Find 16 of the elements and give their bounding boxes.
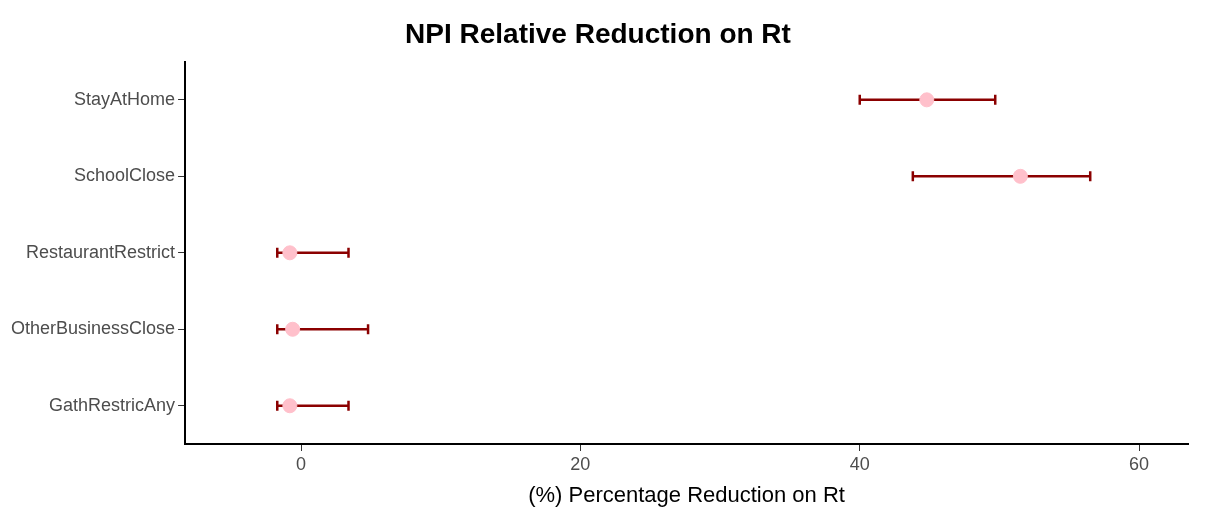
chart-title: NPI Relative Reduction on Rt	[405, 17, 791, 49]
y-tick-label: StayAtHome	[74, 88, 176, 109]
y-tick-label: SchoolClose	[74, 165, 176, 186]
x-axis-title: (%) Percentage Reduction on Rt	[528, 481, 845, 507]
point	[282, 245, 298, 261]
x-tick-label: 0	[296, 453, 307, 474]
y-tick-label: OtherBusinessClose	[11, 318, 176, 339]
point	[285, 321, 301, 337]
y-tick-label: RestaurantRestrict	[26, 241, 176, 262]
x-tick-label: 40	[849, 453, 870, 474]
point	[919, 92, 935, 108]
point	[282, 398, 298, 414]
x-tick-label: 60	[1129, 453, 1150, 474]
point	[1012, 168, 1028, 184]
x-tick-label: 20	[570, 453, 591, 474]
y-tick-label: GathRestricAny	[49, 394, 176, 415]
